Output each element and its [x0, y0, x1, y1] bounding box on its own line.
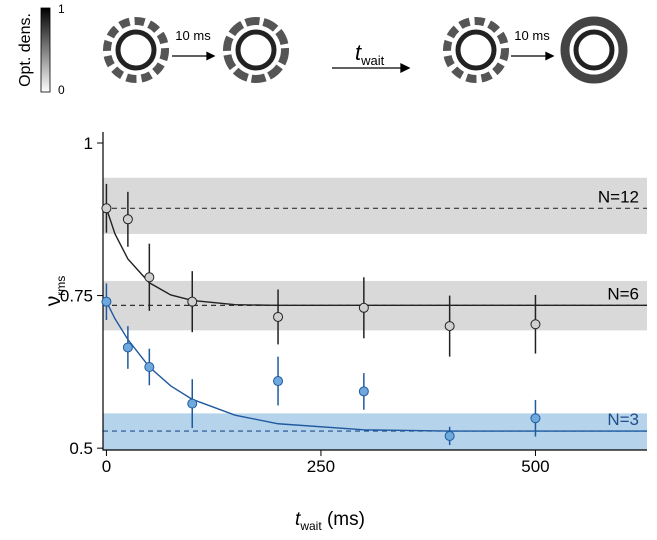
x-tick-label: 0 [102, 457, 111, 476]
y-tick-label: 1 [84, 134, 93, 153]
step-label: 10 ms [175, 28, 211, 43]
x-tick-label: 500 [521, 457, 549, 476]
data-point [188, 297, 197, 306]
data-point [102, 297, 111, 306]
wait-sub: wait [360, 53, 385, 68]
data-point [145, 362, 154, 371]
level-label: N=12 [598, 187, 639, 206]
colorbar-label: Opt. dens. [17, 13, 34, 87]
page: 1 0 Opt. dens. 10 ms 10 ms twait N=12 N=6… [0, 0, 657, 540]
level-label: N=6 [607, 284, 639, 303]
y-axis-label: νrms [42, 276, 68, 307]
colorbar-min: 0 [58, 83, 65, 97]
x-label-unit: (ms) [322, 509, 365, 530]
data-point [188, 399, 197, 408]
colorbar [41, 8, 50, 92]
x-tick-label: 250 [307, 457, 335, 476]
data-point [531, 320, 540, 329]
colorbar-max: 1 [58, 2, 65, 16]
data-point [145, 273, 154, 282]
data-point [359, 387, 368, 396]
data-point [123, 215, 132, 224]
wait-label: twait [355, 40, 385, 68]
y-tick-label: 0.5 [69, 439, 93, 458]
y-label-symbol: ν [42, 296, 65, 307]
step-label: 10 ms [514, 28, 550, 43]
data-point [102, 204, 111, 213]
x-label-sub: wait [299, 519, 322, 533]
data-point [123, 343, 132, 352]
level-label: N=3 [607, 410, 639, 429]
data-point [531, 414, 540, 423]
data-point [359, 303, 368, 312]
x-axis-label: twait (ms) [295, 509, 365, 533]
data-point [274, 312, 283, 321]
data-point [445, 431, 454, 440]
figure: 1 0 Opt. dens. 10 ms 10 ms twait N=12 N=6… [0, 0, 657, 535]
data-point [274, 377, 283, 386]
band [103, 178, 647, 234]
y-label-sub: rms [54, 276, 68, 296]
data-point [445, 322, 454, 331]
